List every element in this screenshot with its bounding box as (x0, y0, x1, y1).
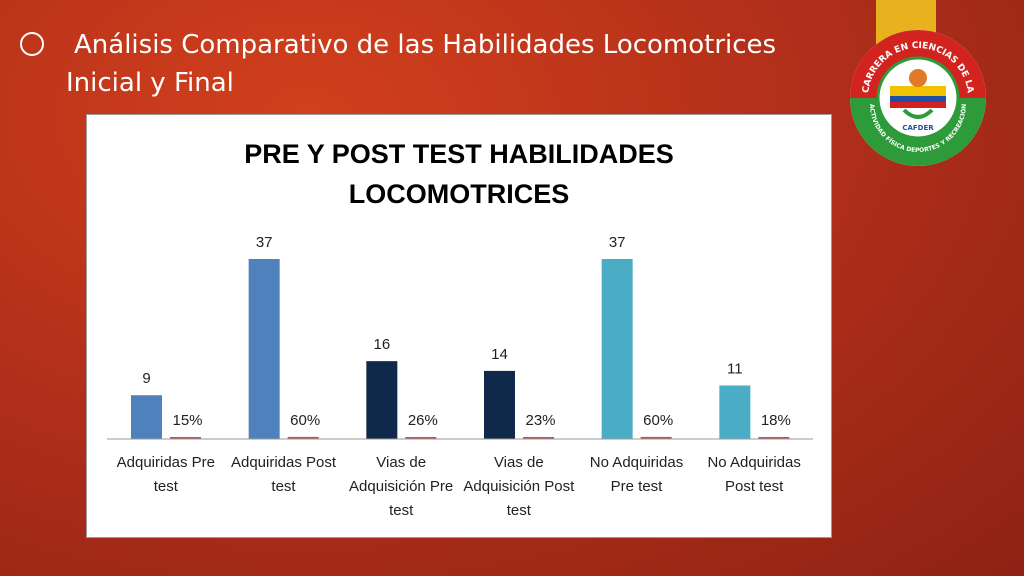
category-label: test (271, 478, 296, 495)
percent-bar (523, 437, 554, 439)
category-label: No Adquiridas (707, 454, 800, 471)
category-label: Adquiridas Pre (117, 454, 215, 471)
percent-data-label: 60% (643, 412, 673, 429)
count-bar (601, 259, 633, 439)
category-label: Adquiridas Post (231, 454, 337, 471)
category-label: Vias de (376, 454, 426, 471)
percent-bar (405, 437, 437, 439)
percent-data-label: 15% (172, 412, 202, 429)
percent-data-label: 18% (761, 412, 791, 429)
title-line-1: Análisis Comparativo de las Habilidades … (74, 30, 777, 60)
count-bar (131, 395, 162, 439)
percent-bar (170, 437, 201, 439)
count-data-label: 11 (727, 360, 743, 377)
category-label: test (154, 478, 179, 495)
count-data-label: 14 (491, 346, 508, 363)
count-data-label: 37 (256, 234, 273, 251)
percent-data-label: 26% (408, 412, 438, 429)
percent-bar (287, 436, 319, 439)
percent-bar (640, 436, 672, 439)
category-label: Adquisición Pre (349, 478, 453, 495)
percent-data-label: 23% (525, 412, 555, 429)
cafder-logo: CARRERA EN CIENCIAS DE LA ACTIVIDAD FÍSI… (850, 30, 986, 166)
category-label: Post test (725, 478, 784, 495)
category-label: Pre test (611, 478, 664, 495)
count-data-label: 37 (609, 234, 626, 251)
slide-title: Análisis Comparativo de las Habilidades … (20, 26, 860, 102)
count-bar (366, 361, 398, 439)
percent-data-label: 60% (290, 412, 320, 429)
count-bar (484, 370, 515, 439)
count-bar (719, 385, 751, 439)
count-data-label: 9 (142, 370, 150, 387)
chart-frame: PRE Y POST TEST HABILIDADES LOCOMOTRICES 9… (86, 114, 832, 538)
category-label: No Adquiridas (590, 454, 683, 471)
count-bar (248, 259, 280, 439)
logo-name: CAFDER (902, 124, 934, 132)
category-label: Adquisición Post (463, 478, 575, 495)
chart-title-line: LOCOMOTRICES (349, 179, 570, 209)
category-label: test (507, 502, 532, 519)
category-label: Vias de (494, 454, 544, 471)
category-label: test (389, 502, 414, 519)
chart-title-line: PRE Y POST TEST HABILIDADES (244, 139, 674, 169)
percent-bar (758, 437, 790, 439)
circle-bullet-icon (20, 32, 44, 56)
count-data-label: 16 (373, 336, 390, 353)
bar-chart: PRE Y POST TEST HABILIDADES LOCOMOTRICES 9… (107, 139, 813, 519)
title-line-2: Inicial y Final (66, 68, 234, 98)
